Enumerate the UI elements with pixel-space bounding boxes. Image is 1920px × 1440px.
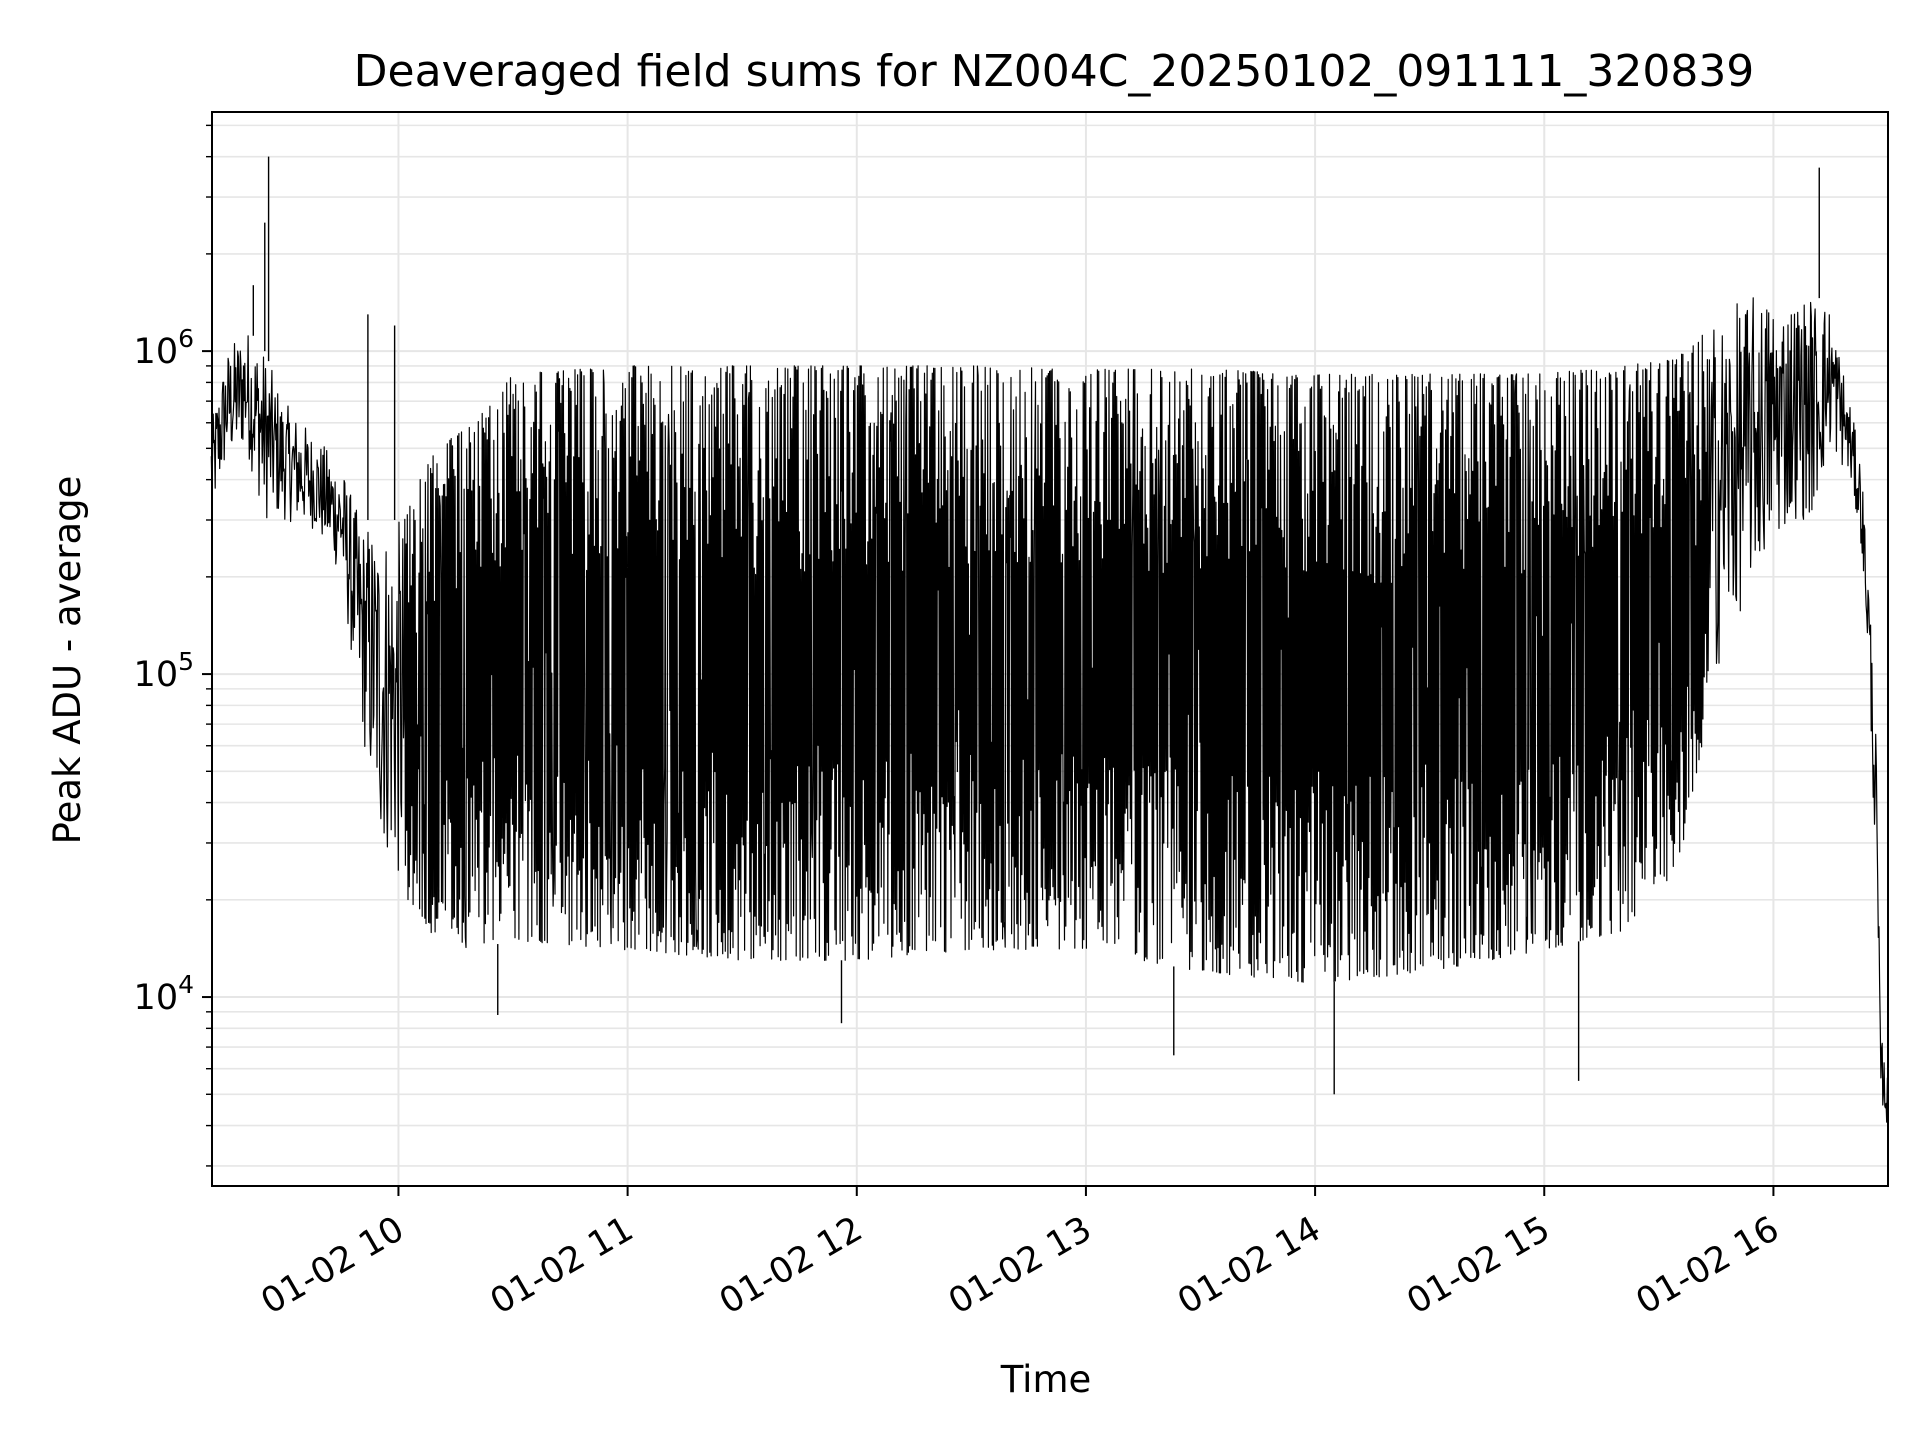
x-tick-label: 01-02 10 [255,1209,411,1322]
x-tick-label: 01-02 15 [1400,1209,1556,1322]
x-tick-label: 01-02 16 [1630,1209,1786,1322]
series-black-line [210,156,1889,1123]
x-tick-label: 01-02 12 [713,1209,869,1322]
x-tick-label: 01-02 11 [484,1209,640,1322]
series-line [210,297,1889,1123]
y-tick-label: 104 [134,970,194,1018]
x-axis: 01-02 10 01-02 11 01-02 12 01-02 13 01-02 14… [255,1186,1786,1322]
x-tick-label: 01-02 14 [1171,1209,1327,1322]
y-tick-label: 106 [134,324,194,372]
chart-title: Deaveraged field sums for NZ004C_2025010… [354,46,1755,97]
plot-frame [211,111,1889,1187]
x-tick-label: 01-02 13 [942,1209,1098,1322]
x-axis-label: Time [1000,1358,1092,1401]
y-tick-label: 105 [134,647,194,695]
y-axis: 104 105 106 [134,124,212,1167]
y-axis-label: Peak ADU - average [46,476,89,845]
